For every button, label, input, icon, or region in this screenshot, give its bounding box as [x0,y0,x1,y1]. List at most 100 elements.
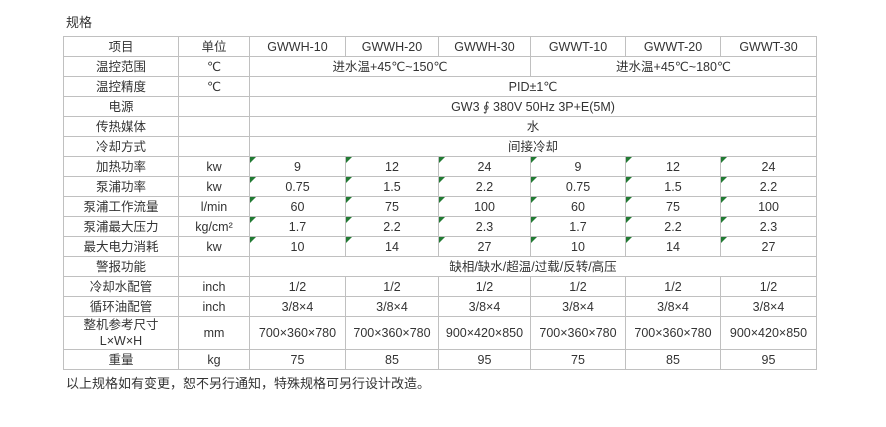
error-flag-icon [346,217,352,223]
spec-cell: 2.2 [720,176,817,197]
row-unit: kg/cm² [178,216,250,237]
table-row: 循环油配管 inch 3/8×4 3/8×4 3/8×4 3/8×4 3/8×4… [63,296,817,317]
spec-cell-span: 进水温+45℃~150℃ [249,56,531,77]
row-unit [178,96,250,117]
disclaimer-note: 以上规格如有变更，恕不另行通知，特殊规格可另行设计改造。 [66,376,431,391]
error-flag-icon [531,197,537,203]
table-row: 泵浦工作流量 l/min 60 75 100 60 75 100 [63,196,817,217]
cell-value: 60 [571,199,585,214]
row-label: 重量 [63,349,179,370]
cell-value: 27 [477,239,492,254]
spec-cell: 700×360×780 [530,316,626,350]
spec-cell: 12 [345,156,439,177]
cell-value: 0.75 [565,179,591,194]
row-unit [178,136,250,157]
spec-cell: 2.2 [345,216,439,237]
cell-value: 2.2 [383,219,401,234]
error-flag-icon [250,217,256,223]
spec-cell-span: 水 [249,116,817,137]
cell-value: 1.7 [569,219,587,234]
row-unit: kw [178,176,250,197]
spec-cell: 900×420×850 [438,316,531,350]
header-model: GWWT-10 [530,36,626,57]
spec-cell: 12 [625,156,721,177]
spec-cell: 9 [530,156,626,177]
table-row: 加热功率 kw 9 12 24 9 12 24 [63,156,817,177]
error-flag-icon [439,237,445,243]
row-unit: kg [178,349,250,370]
spec-cell: 24 [438,156,531,177]
table-row: 泵浦功率 kw 0.75 1.5 2.2 0.75 1.5 2.2 [63,176,817,197]
spec-cell: 75 [249,349,346,370]
spec-cell: 1.5 [345,176,439,197]
row-label-line2: L×W×H [99,334,143,348]
cell-value: 2.2 [475,179,494,194]
header-unit: 单位 [178,36,250,57]
row-label: 最大电力消耗 [63,236,179,257]
error-flag-icon [439,157,445,163]
error-flag-icon [721,197,727,203]
table-row: 电源 GW3 ∮ 380V 50Hz 3P+E(5M) [63,96,817,117]
spec-cell: 95 [438,349,531,370]
cell-value: 27 [761,239,776,254]
row-label: 泵浦工作流量 [63,196,179,217]
spec-cell: 1/2 [249,276,346,297]
spec-cell: 85 [345,349,439,370]
spec-cell: 1/2 [530,276,626,297]
cell-value: 24 [761,159,776,174]
spec-cell: 85 [625,349,721,370]
spec-cell: 1/2 [625,276,721,297]
error-flag-icon [721,157,727,163]
table-row: 冷却方式 间接冷却 [63,136,817,157]
spec-cell-span: GW3 ∮ 380V 50Hz 3P+E(5M) [249,96,817,117]
row-unit [178,116,250,137]
spec-cell: 2.2 [625,216,721,237]
row-label: 冷却水配管 [63,276,179,297]
error-flag-icon [250,197,256,203]
row-label: 泵浦功率 [63,176,179,197]
spec-cell: 2.3 [438,216,531,237]
error-flag-icon [346,237,352,243]
cell-value: 14 [385,239,399,254]
spec-cell: 0.75 [249,176,346,197]
spec-cell: 3/8×4 [249,296,346,317]
row-label-line1: 整机参考尺寸 [83,318,159,332]
row-unit: inch [178,276,250,297]
cell-value: 100 [758,199,779,214]
error-flag-icon [531,157,537,163]
spec-cell: 100 [720,196,817,217]
cell-value: 9 [294,159,301,174]
error-flag-icon [531,237,537,243]
spec-cell: 1.7 [249,216,346,237]
error-flag-icon [721,237,727,243]
header-item: 项目 [63,36,179,57]
cell-value: 2.2 [664,219,682,234]
error-flag-icon [439,217,445,223]
page-title: 规格 [66,15,93,30]
spec-cell: 14 [625,236,721,257]
table-row: 传热媒体 水 [63,116,817,137]
spec-cell: 2.2 [438,176,531,197]
spec-cell: 10 [530,236,626,257]
header-row: 项目 单位 GWWH-10 GWWH-20 GWWH-30 GWWT-10 GW… [63,36,817,57]
row-label: 整机参考尺寸 L×W×H [63,316,179,350]
cell-value: 12 [666,159,680,174]
error-flag-icon [626,157,632,163]
spec-cell: 75 [530,349,626,370]
cell-value: 9 [574,159,582,174]
spec-cell-span: 进水温+45℃~180℃ [530,56,817,77]
row-unit: l/min [178,196,250,217]
error-flag-icon [346,197,352,203]
error-flag-icon [626,197,632,203]
spec-cell: 700×360×780 [249,316,346,350]
header-model: GWWH-10 [249,36,346,57]
error-flag-icon [626,237,632,243]
cell-value: 100 [474,199,495,214]
spec-cell: 3/8×4 [438,296,531,317]
spec-cell: 2.3 [720,216,817,237]
spec-cell: 95 [720,349,817,370]
spec-cell: 1/2 [438,276,531,297]
spec-cell: 24 [720,156,817,177]
spec-cell: 10 [249,236,346,257]
